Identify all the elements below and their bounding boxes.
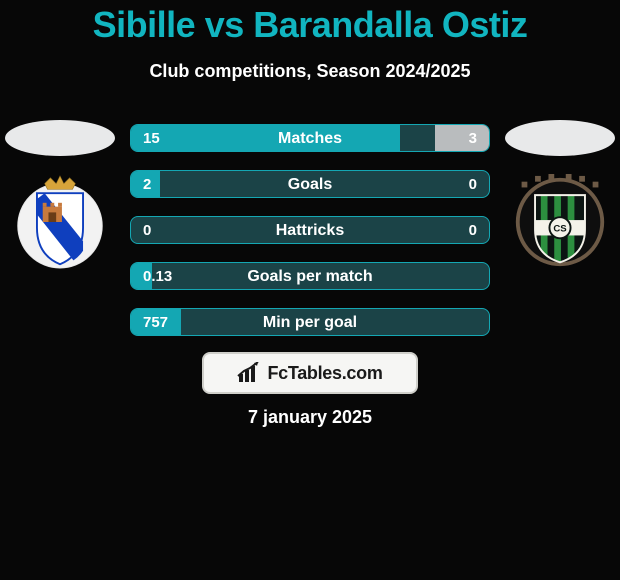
value-left: 0.13	[143, 263, 172, 289]
player-silhouette-right	[505, 120, 615, 156]
player-left-column	[0, 120, 120, 270]
stat-row: Min per goal757	[130, 308, 490, 336]
stat-row: Hattricks0 0	[130, 216, 490, 244]
value-left: 0	[143, 217, 151, 243]
value-right: 0	[469, 217, 477, 243]
player-silhouette-left	[5, 120, 115, 156]
page-date: 7 january 2025	[0, 407, 620, 428]
value-right: 0	[469, 171, 477, 197]
value-right: 3	[469, 125, 477, 151]
svg-text:CS: CS	[553, 224, 567, 235]
player-right-column: CS	[500, 120, 620, 270]
page-title: Sibille vs Barandalla Ostiz	[0, 4, 620, 46]
brand-bar-icon	[237, 362, 261, 384]
club-badge-right: CS	[512, 174, 608, 270]
stat-row: Goals2 0	[130, 170, 490, 198]
subtitle: Club competitions, Season 2024/2025	[0, 61, 620, 82]
stat-row: Matches15 3	[130, 124, 490, 152]
stat-row: Goals per match0.13	[130, 262, 490, 290]
value-left: 15	[143, 125, 160, 151]
value-left: 2	[143, 171, 151, 197]
club-badge-right-svg: CS	[512, 174, 608, 270]
brand-text: FcTables.com	[267, 363, 382, 384]
club-badge-left	[12, 174, 108, 270]
club-badge-left-svg	[12, 174, 108, 270]
brand-box: FcTables.com	[202, 352, 418, 394]
stat-label: Goals per match	[131, 263, 489, 289]
comparison-card: Sibille vs Barandalla Ostiz Club competi…	[0, 0, 620, 580]
value-left: 757	[143, 309, 168, 335]
stat-label: Goals	[131, 171, 489, 197]
stat-label: Hattricks	[131, 217, 489, 243]
stats-panel: Matches153Goals20Hattricks00Goals per ma…	[130, 124, 490, 354]
stat-label: Min per goal	[131, 309, 489, 335]
stat-label: Matches	[131, 125, 489, 151]
